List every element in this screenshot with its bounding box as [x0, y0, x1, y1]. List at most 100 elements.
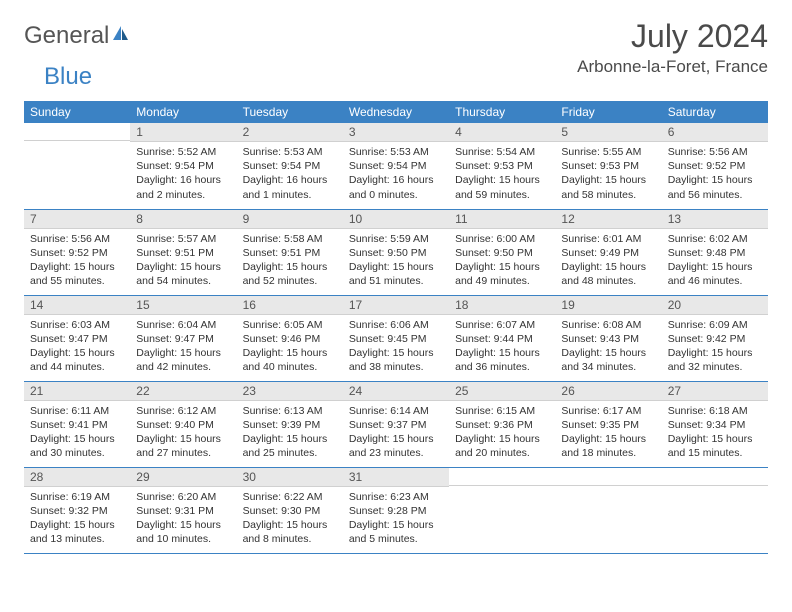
- sunrise-line: Sunrise: 5:56 AM: [30, 232, 124, 246]
- logo-text-general: General: [24, 22, 109, 50]
- daylight-line: Daylight: 15 hours and 36 minutes.: [455, 346, 549, 374]
- daylight-line: Daylight: 15 hours and 54 minutes.: [136, 260, 230, 288]
- sunset-line: Sunset: 9:28 PM: [349, 504, 443, 518]
- sunset-line: Sunset: 9:43 PM: [561, 332, 655, 346]
- day-number: 26: [555, 382, 661, 401]
- day-number: 11: [449, 210, 555, 229]
- calendar-day-cell: [555, 467, 661, 553]
- daylight-line: Daylight: 15 hours and 56 minutes.: [668, 173, 762, 201]
- calendar-day-cell: 29Sunrise: 6:20 AMSunset: 9:31 PMDayligh…: [130, 467, 236, 553]
- daylight-line: Daylight: 15 hours and 49 minutes.: [455, 260, 549, 288]
- daylight-line: Daylight: 16 hours and 0 minutes.: [349, 173, 443, 201]
- day-details: Sunrise: 5:58 AMSunset: 9:51 PMDaylight:…: [237, 229, 343, 292]
- day-number: 15: [130, 296, 236, 315]
- day-number: 29: [130, 468, 236, 487]
- day-details: Sunrise: 6:00 AMSunset: 9:50 PMDaylight:…: [449, 229, 555, 292]
- daylight-line: Daylight: 15 hours and 8 minutes.: [243, 518, 337, 546]
- calendar-day-cell: 2Sunrise: 5:53 AMSunset: 9:54 PMDaylight…: [237, 123, 343, 209]
- day-details: Sunrise: 6:03 AMSunset: 9:47 PMDaylight:…: [24, 315, 130, 378]
- sunset-line: Sunset: 9:36 PM: [455, 418, 549, 432]
- calendar-day-cell: 26Sunrise: 6:17 AMSunset: 9:35 PMDayligh…: [555, 381, 661, 467]
- day-details: Sunrise: 5:52 AMSunset: 9:54 PMDaylight:…: [130, 142, 236, 205]
- day-header: Friday: [555, 101, 661, 123]
- sunset-line: Sunset: 9:51 PM: [243, 246, 337, 260]
- daylight-line: Daylight: 15 hours and 25 minutes.: [243, 432, 337, 460]
- daylight-line: Daylight: 15 hours and 51 minutes.: [349, 260, 443, 288]
- calendar-day-cell: 25Sunrise: 6:15 AMSunset: 9:36 PMDayligh…: [449, 381, 555, 467]
- day-header: Tuesday: [237, 101, 343, 123]
- sunrise-line: Sunrise: 5:53 AM: [349, 145, 443, 159]
- header-right: July 2024 Arbonne-la-Foret, France: [577, 18, 768, 77]
- sunrise-line: Sunrise: 6:15 AM: [455, 404, 549, 418]
- day-number: 3: [343, 123, 449, 142]
- calendar-day-cell: 1Sunrise: 5:52 AMSunset: 9:54 PMDaylight…: [130, 123, 236, 209]
- sunset-line: Sunset: 9:50 PM: [349, 246, 443, 260]
- sunset-line: Sunset: 9:42 PM: [668, 332, 762, 346]
- day-details: Sunrise: 6:22 AMSunset: 9:30 PMDaylight:…: [237, 487, 343, 550]
- day-details: Sunrise: 6:15 AMSunset: 9:36 PMDaylight:…: [449, 401, 555, 464]
- sunset-line: Sunset: 9:31 PM: [136, 504, 230, 518]
- sunset-line: Sunset: 9:48 PM: [668, 246, 762, 260]
- day-details: Sunrise: 6:13 AMSunset: 9:39 PMDaylight:…: [237, 401, 343, 464]
- day-details: Sunrise: 6:11 AMSunset: 9:41 PMDaylight:…: [24, 401, 130, 464]
- day-details: Sunrise: 5:56 AMSunset: 9:52 PMDaylight:…: [24, 229, 130, 292]
- location: Arbonne-la-Foret, France: [577, 57, 768, 77]
- sunrise-line: Sunrise: 6:18 AM: [668, 404, 762, 418]
- sunset-line: Sunset: 9:32 PM: [30, 504, 124, 518]
- day-details: Sunrise: 5:55 AMSunset: 9:53 PMDaylight:…: [555, 142, 661, 205]
- calendar-day-cell: 19Sunrise: 6:08 AMSunset: 9:43 PMDayligh…: [555, 295, 661, 381]
- calendar-day-cell: 22Sunrise: 6:12 AMSunset: 9:40 PMDayligh…: [130, 381, 236, 467]
- sunrise-line: Sunrise: 5:57 AM: [136, 232, 230, 246]
- sunrise-line: Sunrise: 6:02 AM: [668, 232, 762, 246]
- sunset-line: Sunset: 9:53 PM: [561, 159, 655, 173]
- sunrise-line: Sunrise: 6:12 AM: [136, 404, 230, 418]
- day-number: 5: [555, 123, 661, 142]
- sunrise-line: Sunrise: 6:01 AM: [561, 232, 655, 246]
- day-header: Saturday: [662, 101, 768, 123]
- day-number: 22: [130, 382, 236, 401]
- month-title: July 2024: [577, 18, 768, 55]
- daylight-line: Daylight: 15 hours and 42 minutes.: [136, 346, 230, 374]
- sunset-line: Sunset: 9:54 PM: [349, 159, 443, 173]
- sunrise-line: Sunrise: 5:59 AM: [349, 232, 443, 246]
- day-number: 1: [130, 123, 236, 142]
- day-number: 21: [24, 382, 130, 401]
- day-details: Sunrise: 6:09 AMSunset: 9:42 PMDaylight:…: [662, 315, 768, 378]
- day-number: 25: [449, 382, 555, 401]
- calendar-day-cell: 23Sunrise: 6:13 AMSunset: 9:39 PMDayligh…: [237, 381, 343, 467]
- calendar-week-row: 14Sunrise: 6:03 AMSunset: 9:47 PMDayligh…: [24, 295, 768, 381]
- calendar-day-cell: 31Sunrise: 6:23 AMSunset: 9:28 PMDayligh…: [343, 467, 449, 553]
- calendar-day-cell: 30Sunrise: 6:22 AMSunset: 9:30 PMDayligh…: [237, 467, 343, 553]
- daylight-line: Daylight: 16 hours and 1 minutes.: [243, 173, 337, 201]
- calendar-day-cell: 15Sunrise: 6:04 AMSunset: 9:47 PMDayligh…: [130, 295, 236, 381]
- calendar-table: Sunday Monday Tuesday Wednesday Thursday…: [24, 101, 768, 554]
- daylight-line: Daylight: 15 hours and 32 minutes.: [668, 346, 762, 374]
- day-details: Sunrise: 5:54 AMSunset: 9:53 PMDaylight:…: [449, 142, 555, 205]
- day-details: Sunrise: 6:23 AMSunset: 9:28 PMDaylight:…: [343, 487, 449, 550]
- sunrise-line: Sunrise: 6:04 AM: [136, 318, 230, 332]
- day-header: Monday: [130, 101, 236, 123]
- day-number: 10: [343, 210, 449, 229]
- day-number: 4: [449, 123, 555, 142]
- sunset-line: Sunset: 9:54 PM: [136, 159, 230, 173]
- daylight-line: Daylight: 15 hours and 20 minutes.: [455, 432, 549, 460]
- daylight-line: Daylight: 15 hours and 15 minutes.: [668, 432, 762, 460]
- sunset-line: Sunset: 9:50 PM: [455, 246, 549, 260]
- calendar-day-cell: 27Sunrise: 6:18 AMSunset: 9:34 PMDayligh…: [662, 381, 768, 467]
- daylight-line: Daylight: 15 hours and 44 minutes.: [30, 346, 124, 374]
- daylight-line: Daylight: 15 hours and 59 minutes.: [455, 173, 549, 201]
- sunrise-line: Sunrise: 6:23 AM: [349, 490, 443, 504]
- sunrise-line: Sunrise: 6:08 AM: [561, 318, 655, 332]
- day-number: 19: [555, 296, 661, 315]
- calendar-day-cell: 17Sunrise: 6:06 AMSunset: 9:45 PMDayligh…: [343, 295, 449, 381]
- calendar-day-cell: [449, 467, 555, 553]
- logo-text-blue: Blue: [24, 63, 92, 90]
- calendar-page: General July 2024 Arbonne-la-Foret, Fran…: [0, 0, 792, 572]
- day-details: Sunrise: 5:53 AMSunset: 9:54 PMDaylight:…: [237, 142, 343, 205]
- calendar-day-cell: [24, 123, 130, 209]
- day-details: Sunrise: 6:08 AMSunset: 9:43 PMDaylight:…: [555, 315, 661, 378]
- calendar-day-cell: 28Sunrise: 6:19 AMSunset: 9:32 PMDayligh…: [24, 467, 130, 553]
- calendar-day-cell: 21Sunrise: 6:11 AMSunset: 9:41 PMDayligh…: [24, 381, 130, 467]
- day-details: Sunrise: 6:02 AMSunset: 9:48 PMDaylight:…: [662, 229, 768, 292]
- day-number: 18: [449, 296, 555, 315]
